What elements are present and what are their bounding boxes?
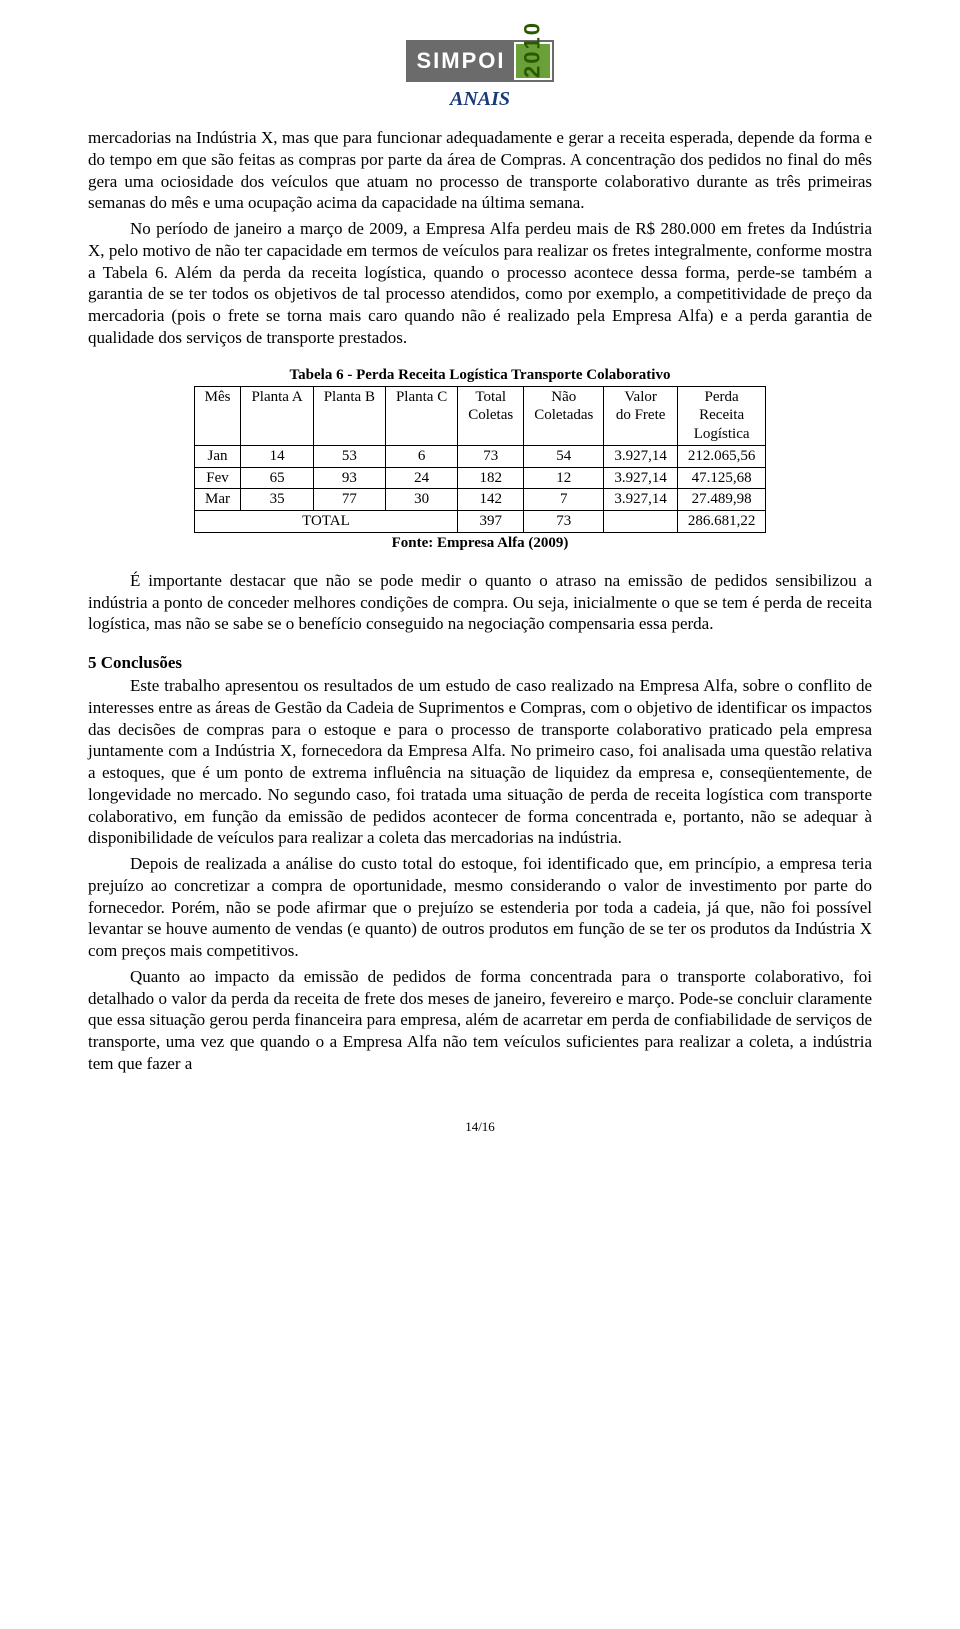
table-row: Fev 65 93 24 182 12 3.927,14 47.125,68 bbox=[194, 467, 766, 489]
logo-box: SIMPOI 2010 bbox=[406, 40, 553, 82]
cell-pc: 24 bbox=[385, 467, 457, 489]
cell-total-vf bbox=[604, 511, 678, 533]
cell-nc: 12 bbox=[524, 467, 604, 489]
logo: SIMPOI 2010 bbox=[406, 40, 553, 82]
cell-nc: 7 bbox=[524, 489, 604, 511]
paragraph-2: No período de janeiro a março de 2009, a… bbox=[88, 218, 872, 349]
cell-tc: 182 bbox=[458, 467, 524, 489]
th-perda-receita: Perda Receita Logística bbox=[677, 386, 766, 445]
cell-pb: 93 bbox=[313, 467, 385, 489]
paragraph-3: É importante destacar que não se pode me… bbox=[88, 570, 872, 635]
th-mes: Mês bbox=[194, 386, 241, 445]
th-nao-coletadas: Não Coletadas bbox=[524, 386, 604, 445]
cell-pr: 27.489,98 bbox=[677, 489, 766, 511]
table6-caption: Tabela 6 - Perda Receita Logística Trans… bbox=[88, 367, 872, 384]
cell-nc: 54 bbox=[524, 445, 604, 467]
th-planta-c: Planta C bbox=[385, 386, 457, 445]
cell-pb: 53 bbox=[313, 445, 385, 467]
table6-header-row: Mês Planta A Planta B Planta C Total Col… bbox=[194, 386, 766, 445]
page-number: 14/16 bbox=[88, 1119, 872, 1135]
logo-subtitle: ANAIS bbox=[88, 88, 872, 111]
logo-brand: SIMPOI bbox=[408, 42, 513, 80]
cell-vf: 3.927,14 bbox=[604, 445, 678, 467]
logo-year: 2010 bbox=[514, 42, 552, 80]
section-5-p1: Este trabalho apresentou os resultados d… bbox=[88, 675, 872, 849]
section-5-p2: Depois de realizada a análise do custo t… bbox=[88, 853, 872, 962]
cell-mes: Jan bbox=[194, 445, 241, 467]
table6: Mês Planta A Planta B Planta C Total Col… bbox=[194, 386, 767, 533]
table6-source: Fonte: Empresa Alfa (2009) bbox=[88, 535, 872, 552]
cell-pb: 77 bbox=[313, 489, 385, 511]
th-total-coletas: Total Coletas bbox=[458, 386, 524, 445]
cell-pr: 212.065,56 bbox=[677, 445, 766, 467]
logo-block: SIMPOI 2010 bbox=[88, 40, 872, 82]
cell-total-label: TOTAL bbox=[194, 511, 458, 533]
section-5-p3: Quanto ao impacto da emissão de pedidos … bbox=[88, 966, 872, 1075]
th-planta-b: Planta B bbox=[313, 386, 385, 445]
cell-pa: 14 bbox=[241, 445, 313, 467]
section-5-heading: 5 Conclusões bbox=[88, 653, 872, 673]
page: SIMPOI 2010 ANAIS mercadorias na Indústr… bbox=[0, 0, 960, 1195]
cell-vf: 3.927,14 bbox=[604, 467, 678, 489]
cell-pa: 35 bbox=[241, 489, 313, 511]
paragraph-1: mercadorias na Indústria X, mas que para… bbox=[88, 127, 872, 214]
cell-total-nc: 73 bbox=[524, 511, 604, 533]
cell-pc: 6 bbox=[385, 445, 457, 467]
th-valor-frete: Valor do Frete bbox=[604, 386, 678, 445]
table-row: Mar 35 77 30 142 7 3.927,14 27.489,98 bbox=[194, 489, 766, 511]
cell-tc: 73 bbox=[458, 445, 524, 467]
cell-mes: Fev bbox=[194, 467, 241, 489]
cell-mes: Mar bbox=[194, 489, 241, 511]
table-total-row: TOTAL 397 73 286.681,22 bbox=[194, 511, 766, 533]
cell-tc: 142 bbox=[458, 489, 524, 511]
th-planta-a: Planta A bbox=[241, 386, 313, 445]
cell-pc: 30 bbox=[385, 489, 457, 511]
cell-pr: 47.125,68 bbox=[677, 467, 766, 489]
cell-total-pr: 286.681,22 bbox=[677, 511, 766, 533]
cell-total-tc: 397 bbox=[458, 511, 524, 533]
table-row: Jan 14 53 6 73 54 3.927,14 212.065,56 bbox=[194, 445, 766, 467]
cell-vf: 3.927,14 bbox=[604, 489, 678, 511]
cell-pa: 65 bbox=[241, 467, 313, 489]
